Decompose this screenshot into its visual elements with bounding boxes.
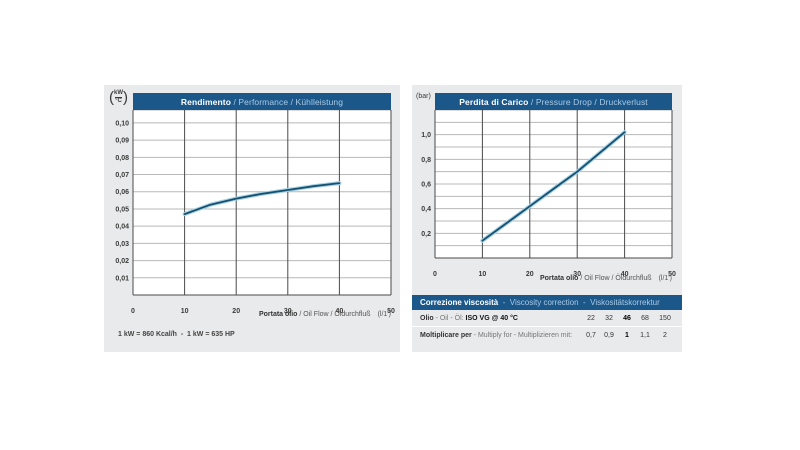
- performance-x-axis-label: Portata olio / Oil Flow / Öldurchfluß (l/…: [258, 311, 391, 318]
- y-tick-label: 0,05: [115, 206, 129, 213]
- viscosity-correction-header: Correzione viscosità - Viscosity correct…: [412, 295, 682, 310]
- x-tick-label: 40: [621, 271, 629, 278]
- x-tick-label: 20: [526, 271, 534, 278]
- table-value: 1: [625, 331, 629, 339]
- unit-denominator: °C: [115, 97, 122, 104]
- cooling-capacity-curve: [183, 182, 341, 216]
- table-value: 32: [605, 314, 613, 322]
- title-translations: / Performance / Kühlleistung: [231, 96, 344, 107]
- title-italian: Rendimento: [180, 96, 232, 107]
- title-translations: / Pressure Drop / Druckverlust: [528, 96, 648, 107]
- y-tick-label: 0,8: [421, 157, 431, 164]
- performance-chart: 0,01 0,02 0,03 0,04 0,05 0,06 0,07 0,08 0,09 0,10…: [115, 109, 395, 315]
- pressure-drop-x-axis-label: Portata olio / Oil Flow / Öldurchfluß (l/…: [539, 275, 672, 282]
- table-value: 68: [641, 314, 649, 322]
- table-value: 0,7: [586, 331, 596, 339]
- x-tick-label: 30: [284, 308, 292, 315]
- pressure-drop-curve: [481, 131, 626, 242]
- y-tick-label: 0,06: [115, 189, 129, 196]
- iso-vg-label: ISO VG @ 40 °C: [465, 314, 518, 322]
- performance-chart-panel: 0,01 0,02 0,03 0,04 0,05 0,06 0,07 0,08 0,09 0,10…: [104, 85, 400, 352]
- y-tick-label: 0,09: [115, 138, 129, 145]
- paren-close: ): [123, 89, 128, 106]
- x-tick-label: 50: [387, 308, 395, 315]
- x-tick-label: 10: [479, 271, 487, 278]
- title-italian: Perdita di Carico: [459, 96, 529, 107]
- visc-header-italian: Correzione viscosità: [420, 298, 499, 307]
- viscosity-grade-row: Olio - Oil - Öl: ISO VG @ 40 °C 22 32 46 68…: [412, 310, 682, 326]
- x-axis-unit: (l/1'): [658, 275, 672, 282]
- table-value: 46: [623, 314, 631, 322]
- y-tick-label: 0,07: [115, 172, 129, 179]
- y-tick-label: 0,01: [115, 275, 129, 282]
- table-value: 0,9: [604, 331, 614, 339]
- x-tick-label: 20: [232, 308, 240, 315]
- y-tick-label: 0,2: [421, 231, 431, 238]
- performance-plot-area: [133, 110, 391, 295]
- y-tick-label: 0,08: [115, 155, 129, 162]
- x-tick-label: 10: [181, 308, 189, 315]
- y-tick-label: 0,02: [115, 258, 129, 265]
- x-tick-label: 40: [336, 308, 344, 315]
- table-value: 22: [587, 314, 595, 322]
- x-tick-label: 30: [573, 271, 581, 278]
- x-tick-label: 0: [433, 271, 437, 278]
- multiplier-values: 0,7 0,9 1 1,1 2: [582, 327, 676, 343]
- multiplier-row: Moltiplicare per - Multiply for - Multip…: [412, 326, 682, 343]
- y-axis-unit-bar: (bar): [416, 93, 431, 100]
- y-tick-label: 0,03: [115, 241, 129, 248]
- pressure-drop-panel: 0,2 0,4 0,6 0,8 1,0 0 10 20 30 40 50 (bar) Perdita…: [412, 85, 682, 352]
- y-tick-label: 0,4: [421, 206, 431, 213]
- conversion-footnote: 1 kW = 860 Kcal/h - 1 kW = 635 HP: [118, 331, 235, 338]
- x-axis-unit: (l/1'): [377, 311, 391, 318]
- table-value: 2: [663, 331, 667, 339]
- y-tick-label: 0,6: [421, 182, 431, 189]
- x-tick-label: 0: [131, 308, 135, 315]
- y-tick-label: 0,04: [115, 224, 129, 231]
- pressure-drop-chart-title: Perdita di Carico / Pressure Drop / Druc…: [435, 93, 672, 110]
- table-value: 150: [659, 314, 671, 322]
- x-tick-label: 50: [668, 271, 676, 278]
- performance-chart-title: Rendimento / Performance / Kühlleistung: [133, 93, 391, 110]
- table-value: 1,1: [640, 331, 650, 339]
- visc-header-translations: - Viscosity correction - Viskositätskorr…: [498, 298, 660, 307]
- paren-open: (: [109, 89, 114, 106]
- viscosity-grade-values: 22 32 46 68 150: [582, 310, 676, 326]
- pressure-drop-chart: 0,2 0,4 0,6 0,8 1,0 0 10 20 30 40 50: [421, 109, 676, 278]
- y-tick-label: 1,0: [421, 132, 431, 139]
- y-axis-unit-kw-per-c: (kW °C): [109, 90, 128, 105]
- unit-numerator: kW: [114, 90, 123, 96]
- y-tick-label: 0,10: [115, 120, 129, 127]
